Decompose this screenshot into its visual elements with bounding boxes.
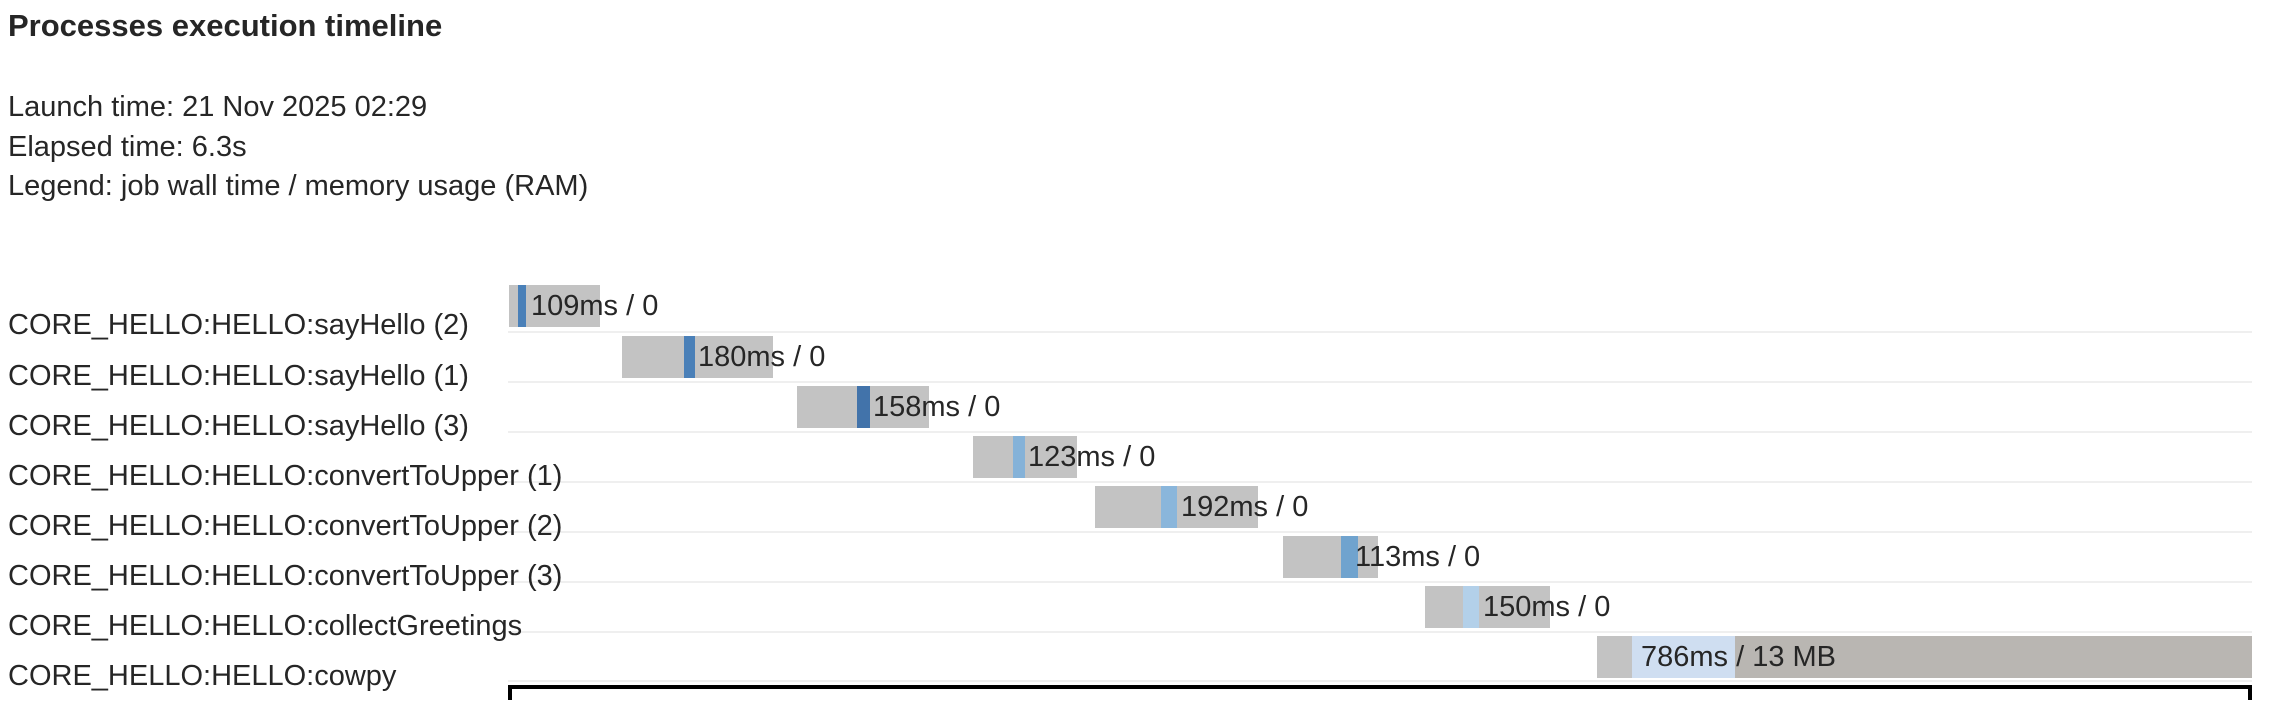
bar-segment-pending [1425, 586, 1550, 628]
row-gridline [508, 531, 2252, 533]
x-axis-tick-left [508, 685, 512, 700]
bar-segment-tail [1735, 636, 2252, 678]
process-label: CORE_HELLO:HELLO:sayHello (3) [8, 410, 469, 442]
bar-segment-pending [1283, 536, 1378, 578]
row-gridline [508, 331, 2252, 333]
bar-segment-running [518, 285, 526, 327]
report-meta: Launch time: 21 Nov 2025 02:29 Elapsed t… [8, 88, 588, 207]
process-label: CORE_HELLO:HELLO:collectGreetings [8, 610, 523, 642]
bar-value-label: 150ms / 0 [1483, 591, 1611, 623]
launch-time-text: Launch time: 21 Nov 2025 02:29 [8, 91, 428, 123]
bar-segment-pending [973, 436, 1077, 478]
bar-segment-running [857, 386, 870, 428]
row-gridline [508, 431, 2252, 433]
process-label: CORE_HELLO:HELLO:sayHello (2) [8, 309, 469, 341]
process-label: CORE_HELLO:HELLO:convertToUpper (1) [8, 460, 563, 492]
process-label: CORE_HELLO:HELLO:convertToUpper (3) [8, 560, 563, 592]
process-label: CORE_HELLO:HELLO:cowpy [8, 660, 397, 692]
bar-segment-running [1013, 436, 1025, 478]
elapsed-time-text: Elapsed time: 6.3s [8, 130, 247, 163]
row-gridline [508, 680, 2252, 682]
bar-value-label: 192ms / 0 [1181, 491, 1309, 523]
bar-value-label: 786ms / 13 MB [1641, 641, 1837, 673]
legend-text: Legend: job wall time / memory usage (RA… [8, 170, 589, 202]
bar-value-label: 158ms / 0 [873, 391, 1001, 423]
bar-segment-running [1341, 536, 1358, 578]
bar-segment-running [684, 336, 695, 378]
bar-segment-running [1161, 486, 1177, 528]
process-label: CORE_HELLO:HELLO:convertToUpper (2) [8, 510, 563, 542]
bar-value-label: 113ms / 0 [1355, 541, 1481, 573]
page-title: Processes execution timeline [8, 8, 443, 43]
row-gridline [508, 481, 2252, 483]
bar-value-label: 123ms / 0 [1028, 441, 1156, 473]
x-axis-tick-right [2248, 685, 2252, 700]
bar-segment-running [1463, 586, 1479, 628]
bar-segment-running [1632, 636, 1735, 678]
bar-segment-pending [1597, 636, 1632, 678]
bar-value-label: 109ms / 0 [531, 290, 659, 322]
row-gridline [508, 581, 2252, 583]
row-gridline [508, 381, 2252, 383]
x-axis-baseline [508, 685, 2252, 689]
bar-value-label: 180ms / 0 [698, 341, 826, 373]
bar-segment-pending [622, 336, 773, 378]
row-gridline [508, 631, 2252, 633]
process-label: CORE_HELLO:HELLO:sayHello (1) [8, 360, 469, 392]
